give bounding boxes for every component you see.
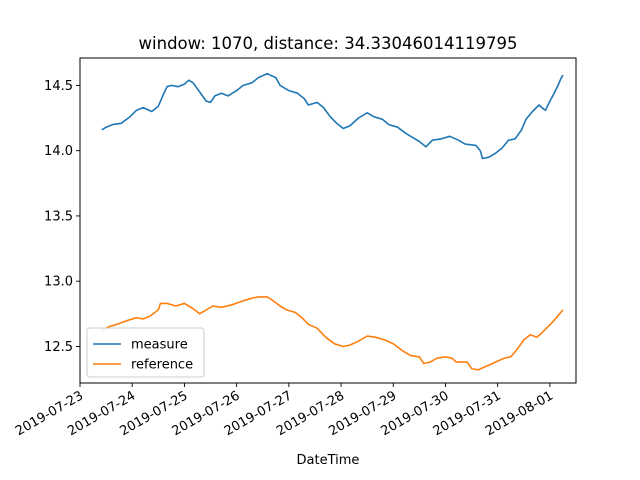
legend-label-reference: reference — [131, 358, 193, 373]
y-axis: 12.5 13.0 13.5 14.0 14.5 — [44, 79, 80, 355]
legend-label-measure: measure — [131, 338, 188, 353]
series-line-measure — [101, 72, 564, 160]
y-tick-label: 14.5 — [44, 79, 73, 94]
y-tick-label: 14.0 — [44, 144, 73, 159]
series-layer — [101, 72, 564, 371]
y-tick-label: 13.0 — [44, 275, 73, 290]
plot-frame — [79, 57, 577, 384]
chart-title: window: 1070, distance: 34.3304601411979… — [139, 34, 518, 53]
y-tick-label: 13.5 — [44, 209, 73, 224]
y-tick-label: 12.5 — [44, 340, 73, 355]
x-axis-label: DateTime — [297, 453, 360, 468]
legend: measure reference — [86, 327, 205, 378]
series-line-reference — [101, 296, 564, 371]
